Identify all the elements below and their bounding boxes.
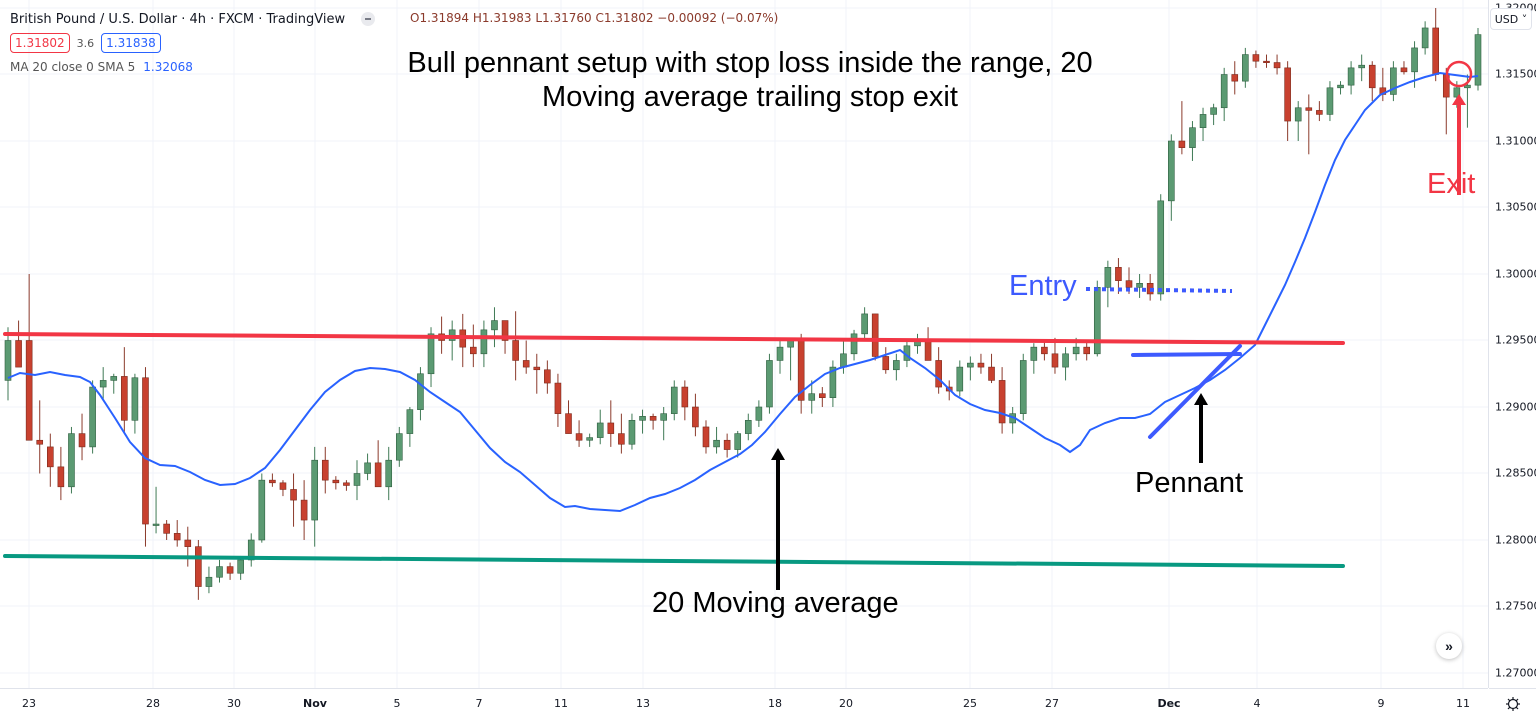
time-tick: 9 bbox=[1377, 697, 1385, 710]
gear-icon bbox=[1505, 696, 1520, 711]
support-line[interactable] bbox=[3, 554, 1345, 568]
exit-circle bbox=[1445, 60, 1473, 88]
title-line-1: Bull pennant setup with stop loss inside… bbox=[407, 47, 1093, 79]
time-axis[interactable]: 23 28 30 Nov 5 7 11 13 18 20 25 27 Dec 4 9 11 bbox=[0, 688, 1488, 718]
time-tick: 13 bbox=[636, 697, 650, 710]
ohlc-values: O1.31894 H1.31983 L1.31760 C1.31802 −0.0… bbox=[410, 11, 779, 25]
moving-average-line bbox=[7, 71, 1479, 513]
currency-select[interactable]: USD ˅ bbox=[1490, 8, 1532, 30]
chart-legend: British Pound / U.S. Dollar · 4h · FXCM … bbox=[10, 9, 376, 81]
pennant-label: Pennant bbox=[1135, 467, 1244, 499]
time-tick: 30 bbox=[227, 697, 241, 710]
exit-arrow-head bbox=[1452, 94, 1466, 105]
time-tick: 18 bbox=[768, 697, 782, 710]
chart-pane[interactable]: British Pound / U.S. Dollar · 4h · FXCM … bbox=[0, 0, 1489, 688]
chart-title-annotation: Bull pennant setup with stop loss inside… bbox=[0, 46, 1500, 114]
exit-label: Exit bbox=[1427, 168, 1476, 200]
time-tick: Dec bbox=[1157, 697, 1181, 710]
settings-button[interactable] bbox=[1489, 688, 1536, 718]
time-tick: 28 bbox=[146, 697, 160, 710]
time-tick: 7 bbox=[475, 697, 483, 710]
pennant-arrow-head bbox=[1194, 393, 1208, 405]
time-tick: 11 bbox=[554, 697, 568, 710]
price-tick: 1.30500 bbox=[1495, 200, 1536, 214]
price-tick: 1.27500 bbox=[1495, 599, 1536, 613]
collapse-legend-icon[interactable] bbox=[361, 12, 376, 26]
price-tick: 1.28000 bbox=[1495, 533, 1536, 547]
ma-indicator-value: 1.32068 bbox=[143, 60, 193, 74]
sell-price-button[interactable]: 1.31802 bbox=[10, 33, 70, 53]
time-tick: 20 bbox=[839, 697, 853, 710]
price-tick: 1.27000 bbox=[1495, 666, 1536, 680]
time-tick: 25 bbox=[963, 697, 977, 710]
price-tick: 1.29000 bbox=[1495, 400, 1536, 414]
ma-arrow-head bbox=[771, 448, 785, 460]
price-axis[interactable]: 1.320001.315001.310001.305001.300001.295… bbox=[1489, 0, 1536, 688]
time-tick: 5 bbox=[393, 697, 401, 710]
time-tick: 4 bbox=[1253, 697, 1261, 710]
scroll-to-realtime-button[interactable]: » bbox=[1436, 633, 1462, 659]
candlestick-plot[interactable] bbox=[0, 0, 1488, 688]
price-tick: 1.30000 bbox=[1495, 267, 1536, 281]
entry-label: Entry bbox=[1009, 270, 1077, 302]
time-tick: Nov bbox=[303, 697, 327, 710]
time-tick: 23 bbox=[22, 697, 36, 710]
buy-price-button[interactable]: 1.31838 bbox=[101, 33, 161, 53]
entry-dotted-line bbox=[1085, 287, 1233, 293]
moving-average-label: 20 Moving average bbox=[652, 587, 899, 619]
resistance-line[interactable] bbox=[3, 332, 1345, 345]
price-tick: 1.28500 bbox=[1495, 466, 1536, 480]
ma-indicator-label[interactable]: MA 20 close 0 SMA 5 bbox=[10, 60, 136, 74]
time-tick: 27 bbox=[1045, 697, 1059, 710]
price-tick: 1.31000 bbox=[1495, 134, 1536, 148]
double-chevron-right-icon: » bbox=[1445, 638, 1453, 654]
time-tick: 11 bbox=[1456, 697, 1470, 710]
price-tick: 1.29500 bbox=[1495, 333, 1536, 347]
pennant-bottom-line[interactable] bbox=[1148, 344, 1242, 439]
pennant-top-line[interactable] bbox=[1131, 352, 1242, 357]
spread-value: 3.6 bbox=[76, 36, 95, 50]
symbol-title[interactable]: British Pound / U.S. Dollar · 4h · FXCM … bbox=[10, 11, 346, 27]
price-tick: 1.31500 bbox=[1495, 67, 1536, 81]
title-line-2: Moving average trailing stop exit bbox=[542, 81, 958, 113]
